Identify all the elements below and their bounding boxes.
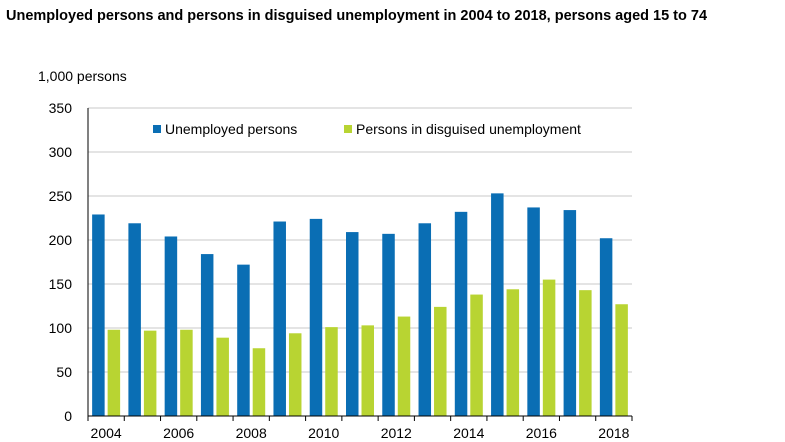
x-tick-label: 2004 <box>91 425 122 441</box>
bar-unemployed-2005 <box>128 223 141 416</box>
bar-disguised-2007 <box>216 337 229 416</box>
bar-unemployed-2008 <box>237 264 250 416</box>
x-tick-label: 2012 <box>381 425 412 441</box>
bar-disguised-2008 <box>252 348 266 416</box>
bar-unemployed-2007 <box>200 254 214 416</box>
y-tick-label: 350 <box>49 100 73 116</box>
y-tick-label: 200 <box>49 232 73 248</box>
y-tick-label: 0 <box>64 408 72 424</box>
bar-unemployed-2015 <box>491 193 504 416</box>
bar-disguised-2016 <box>542 279 556 416</box>
legend-swatch <box>344 125 352 133</box>
bar-unemployed-2017 <box>563 210 577 416</box>
y-tick-labels: 0 50 100 150 200 250 300 350 <box>49 100 73 424</box>
axes <box>87 108 633 421</box>
y-tick-label: 50 <box>56 364 72 380</box>
bar-disguised-2004 <box>107 329 121 416</box>
x-tick-label: 2006 <box>163 425 194 441</box>
y-tick-label: 250 <box>49 188 73 204</box>
x-tick-label: 2010 <box>308 425 339 441</box>
bar-disguised-2011 <box>361 325 374 416</box>
bar-unemployed-2006 <box>164 236 178 416</box>
bar-unemployed-2014 <box>454 211 468 416</box>
bar-disguised-2014 <box>470 294 483 416</box>
bar-unemployed-2013 <box>418 223 432 416</box>
bar-disguised-2018 <box>615 304 628 416</box>
y-tick-label: 150 <box>49 276 73 292</box>
bar-unemployed-2004 <box>92 214 105 416</box>
bar-disguised-2012 <box>397 316 411 416</box>
bar-disguised-2006 <box>180 329 193 416</box>
bar-unemployed-2010 <box>309 218 323 416</box>
bar-unemployed-2012 <box>382 233 395 416</box>
bar-unemployed-2009 <box>273 221 286 416</box>
legend-label: Persons in disguised unemployment <box>356 121 581 137</box>
legend: Unemployed persons Persons in disguised u… <box>153 121 581 137</box>
bar-disguised-2017 <box>579 290 592 416</box>
bar-unemployed-2016 <box>527 207 540 416</box>
legend-label: Unemployed persons <box>165 121 297 137</box>
bar-disguised-2013 <box>434 306 447 416</box>
x-tick-label: 2016 <box>526 425 557 441</box>
x-tick-label: 2018 <box>598 425 629 441</box>
legend-swatch <box>153 125 161 133</box>
bar-disguised-2010 <box>325 327 338 416</box>
y-tick-label: 100 <box>49 320 73 336</box>
bar-disguised-2005 <box>143 330 157 416</box>
bar-unemployed-2011 <box>346 232 359 416</box>
y-tick-label: 300 <box>49 144 73 160</box>
bars <box>92 193 628 416</box>
gridlines <box>88 107 632 373</box>
x-tick-label: 2014 <box>453 425 484 441</box>
x-tick-label: 2008 <box>236 425 267 441</box>
bar-unemployed-2018 <box>599 238 613 416</box>
x-tick-labels: 2004 2006 2008 2010 2012 2014 2016 2018 <box>91 425 630 441</box>
y-axis-unit-label: 1,000 persons <box>38 68 127 84</box>
bar-disguised-2009 <box>288 333 302 416</box>
bar-disguised-2015 <box>506 289 520 416</box>
chart-title: Unemployed persons and persons in disgui… <box>6 8 708 24</box>
